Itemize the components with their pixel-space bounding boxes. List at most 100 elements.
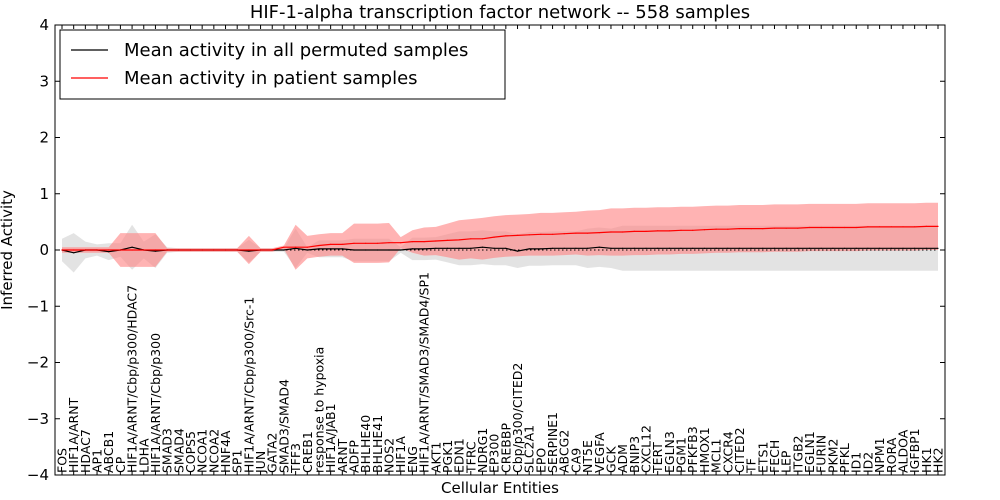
point-series-0-35 (470, 247, 472, 249)
point-series-1-3 (96, 249, 98, 251)
xtick-label: GCK (604, 446, 619, 473)
point-series-1-19 (283, 246, 285, 248)
point-series-0-30 (411, 248, 413, 250)
xtick-label: COPS5 (183, 431, 198, 473)
xtick-label: CREB1 (300, 431, 315, 473)
point-series-0-32 (435, 247, 437, 249)
point-series-0-31 (423, 248, 425, 250)
point-series-1-15 (236, 249, 238, 251)
point-series-0-8 (154, 250, 156, 252)
xtick-label: LEP (779, 450, 794, 473)
point-series-0-43 (563, 247, 565, 249)
chart-title: HIF-1-alpha transcription factor network… (250, 2, 750, 23)
xtick-label: LDHA (136, 438, 151, 473)
point-series-1-53 (680, 229, 682, 231)
point-series-1-60 (762, 228, 764, 230)
ytick-label: −3 (27, 410, 49, 428)
point-series-0-29 (400, 249, 402, 251)
point-series-0-27 (376, 249, 378, 251)
ytick-label: 2 (39, 129, 49, 147)
point-series-0-28 (388, 249, 390, 251)
point-series-0-60 (762, 247, 764, 249)
y-axis-label: Inferred Activity (0, 190, 16, 310)
xtick-label: EP300 (487, 434, 502, 473)
point-series-0-37 (493, 247, 495, 249)
point-series-1-14 (224, 249, 227, 251)
xtick-label: ADFP (347, 440, 362, 473)
xtick-label: HK2 (931, 447, 946, 473)
xtick-label: CA9 (568, 448, 583, 473)
xtick-label: NCOA1 (195, 429, 210, 473)
xtick-label: PKM2 (825, 439, 840, 473)
point-series-0-25 (353, 249, 355, 251)
xtick-label: EGLN3 (662, 431, 677, 473)
xtick-label: CITED2 (732, 427, 747, 473)
point-series-1-30 (411, 241, 413, 243)
x-axis-label: Cellular Entities (441, 479, 559, 497)
xtick-label: HMOX1 (697, 427, 712, 473)
point-series-0-57 (727, 247, 729, 249)
xtick-label: GATA2 (265, 433, 280, 473)
xtick-label: EGLN1 (802, 431, 817, 473)
point-series-0-75 (937, 247, 939, 249)
point-series-1-5 (119, 249, 121, 251)
xtick-label: FOS (55, 448, 70, 473)
legend-box (59, 29, 506, 100)
point-series-0-20 (295, 247, 297, 249)
xtick-label: MCL1 (709, 439, 724, 473)
xtick-label: HIF1A/ARNT/SMAD3/SMAD4/SP1 (417, 272, 432, 473)
point-series-0-70 (879, 247, 881, 249)
point-series-1-27 (376, 242, 378, 244)
point-series-0-73 (914, 247, 916, 249)
xtick-label: Cbp/p300/CITED2 (510, 363, 525, 473)
point-series-0-22 (318, 248, 320, 250)
xtick-label: JUN (253, 451, 268, 474)
point-series-1-22 (318, 244, 320, 247)
point-series-1-23 (330, 243, 332, 245)
point-series-0-72 (902, 247, 904, 249)
point-series-0-61 (773, 247, 776, 249)
point-series-1-69 (867, 226, 869, 228)
xtick-label: TF (744, 458, 759, 474)
xtick-label: BHLHE41 (370, 415, 385, 473)
point-series-1-50 (645, 230, 647, 232)
point-series-0-53 (680, 247, 682, 249)
legend: Mean activity in all permuted samples Me… (59, 29, 506, 100)
point-series-0-19 (283, 249, 285, 251)
point-series-0-50 (645, 247, 647, 249)
line-series-1 (62, 225, 938, 251)
x-axis-ticks: FOSHIF1A/ARNTHDAC7AP1ABCB1CPHIF1A/ARNT/C… (55, 25, 946, 475)
ytick-label: −1 (27, 297, 49, 315)
xtick-label: EPO (533, 448, 548, 473)
point-series-1-68 (855, 226, 857, 229)
point-series-0-59 (750, 247, 752, 249)
point-series-1-37 (493, 236, 495, 238)
point-series-0-52 (668, 247, 671, 249)
point-series-1-40 (528, 234, 530, 236)
xtick-label: CXCL12 (639, 425, 654, 473)
point-series-0-16 (248, 250, 250, 252)
point-series-1-67 (844, 226, 846, 229)
xtick-label: HDAC7 (78, 429, 93, 473)
point-series-1-33 (446, 239, 448, 241)
point-series-1-36 (481, 238, 484, 240)
xtick-label: NOS2 (382, 438, 397, 473)
point-series-1-58 (738, 228, 741, 230)
point-series-1-52 (668, 230, 671, 232)
point-series-1-4 (108, 249, 110, 251)
point-series-0-38 (505, 247, 507, 249)
ytick-label: 4 (39, 16, 49, 34)
point-series-0-46 (598, 246, 600, 248)
point-series-1-25 (353, 242, 355, 244)
point-series-1-24 (341, 243, 343, 245)
point-series-1-44 (575, 232, 577, 234)
point-series-1-38 (505, 235, 507, 237)
xtick-label: ID2 (860, 452, 875, 473)
point-series-1-28 (388, 242, 390, 244)
point-series-1-6 (131, 249, 133, 251)
ytick-label: 3 (39, 72, 49, 90)
xtick-label: VEGFA (592, 432, 607, 473)
point-series-0-71 (890, 247, 892, 249)
point-series-0-6 (131, 246, 133, 248)
xtick-label: SMAD3 (160, 428, 175, 473)
